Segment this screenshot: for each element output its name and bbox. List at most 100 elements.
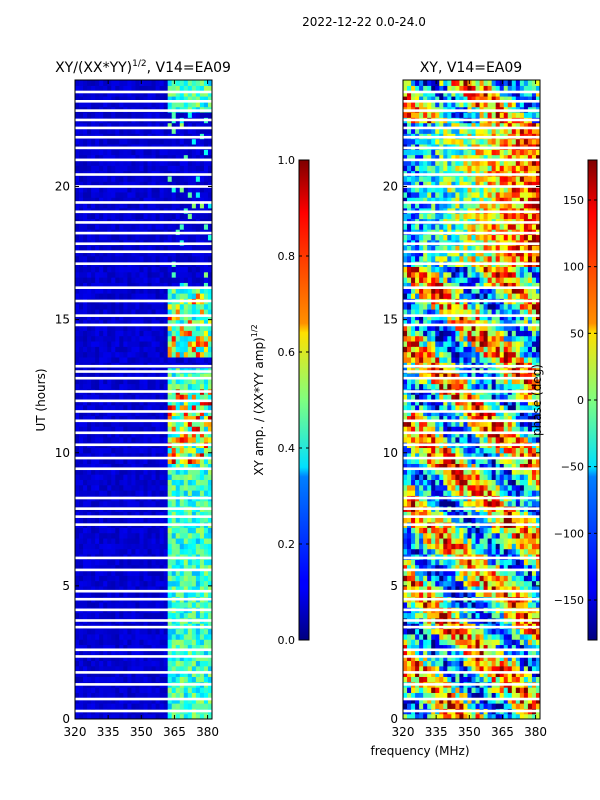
heatmap-cell (167, 463, 173, 470)
heatmap-cell (207, 692, 212, 699)
heatmap-cell (95, 255, 100, 262)
heatmap-cell (187, 314, 193, 321)
heatmap-cell (415, 671, 420, 677)
heatmap-cell (503, 697, 509, 704)
heatmap-cell (423, 660, 428, 667)
heatmap-cell (195, 404, 201, 411)
heatmap-cell (79, 543, 84, 550)
heatmap-cell (199, 165, 205, 172)
heatmap-cell (447, 612, 452, 619)
heatmap-cell (151, 378, 157, 385)
heatmap-cell (139, 282, 145, 289)
heatmap-cell (99, 687, 104, 693)
heatmap-cell (199, 308, 205, 315)
heatmap-cell (143, 671, 149, 677)
heatmap-cell (155, 697, 161, 704)
heatmap-cell (183, 293, 189, 299)
heatmap-cell (183, 282, 189, 289)
heatmap-cell (95, 372, 100, 379)
heatmap-cell (203, 154, 209, 161)
heatmap-cell (75, 111, 80, 118)
heatmap-cell (187, 319, 193, 326)
heatmap-cell (111, 676, 116, 683)
heatmap-cell (175, 410, 181, 417)
heatmap-cell (171, 585, 177, 592)
heatmap-cell (111, 351, 116, 358)
heatmap-cell (139, 410, 145, 417)
heatmap-cell (415, 628, 420, 635)
heatmap-cell (451, 612, 456, 619)
heatmap-cell (107, 585, 112, 592)
heatmap-cell (167, 271, 173, 278)
flagged-gap-line (75, 399, 212, 403)
heatmap-cell (187, 516, 193, 523)
heatmap-cell (91, 649, 96, 656)
heatmap-cell (91, 410, 96, 417)
heatmap-cell (127, 415, 133, 422)
heatmap-cell (183, 697, 189, 704)
heatmap-cell (99, 165, 104, 172)
heatmap-cell (151, 266, 157, 273)
heatmap-cell (411, 601, 416, 608)
heatmap-cell (135, 484, 141, 491)
heatmap-cell (95, 665, 100, 672)
heatmap-cell (115, 303, 120, 310)
heatmap-cell (471, 665, 477, 672)
heatmap-cell (191, 303, 197, 310)
heatmap-cell (167, 474, 173, 480)
heatmap-cell (471, 644, 477, 651)
heatmap-cell (103, 202, 108, 209)
heatmap-cell (199, 330, 205, 337)
heatmap-cell (103, 346, 108, 353)
heatmap-cell (115, 511, 120, 518)
heatmap-cell (435, 687, 440, 693)
heatmap-cell (175, 436, 181, 443)
heatmap-cell (403, 633, 408, 640)
heatmap-cell (95, 692, 100, 699)
heatmap-cell (183, 95, 189, 102)
heatmap-cell (519, 655, 525, 662)
flagged-gap-line (75, 118, 212, 122)
heatmap-cell (187, 474, 193, 480)
heatmap-cell (431, 649, 436, 656)
heatmap-cell (419, 687, 424, 693)
heatmap-cell (107, 447, 112, 454)
heatmap-cell (107, 394, 112, 401)
flagged-gap-line (75, 126, 212, 130)
heatmap-cell (199, 223, 205, 230)
heatmap-cell (127, 250, 133, 257)
heatmap-cell (187, 548, 193, 555)
heatmap-cell (187, 585, 193, 592)
heatmap-cell (495, 644, 501, 651)
heatmap-cell (175, 95, 181, 102)
heatmap-cell (95, 713, 100, 719)
heatmap-cell (131, 633, 137, 640)
heatmap-cell (479, 612, 485, 619)
heatmap-cell (447, 676, 452, 683)
heatmap-cell (155, 649, 161, 656)
heatmap-cell (91, 697, 96, 704)
heatmap-cell (123, 452, 128, 459)
heatmap-cell (123, 340, 128, 347)
heatmap-cell (119, 319, 124, 326)
heatmap-cell (499, 703, 505, 709)
heatmap-cell (155, 537, 161, 544)
heatmap-cell (99, 703, 104, 709)
heatmap-cell (207, 559, 212, 566)
heatmap-cell (119, 303, 124, 310)
heatmap-cell (151, 202, 157, 209)
heatmap-cell (171, 436, 177, 443)
heatmap-cell (183, 431, 189, 438)
heatmap-cell (151, 181, 157, 188)
heatmap-cell (151, 516, 157, 523)
heatmap-cell (111, 671, 116, 677)
heatmap-cell (167, 95, 173, 102)
heatmap-cell (103, 655, 108, 662)
heatmap-cell (95, 282, 100, 289)
heatmap-cell (203, 399, 209, 406)
heatmap-cell (123, 159, 128, 166)
heatmap-cell (167, 340, 173, 347)
heatmap-cell (163, 383, 169, 390)
heatmap-cell (155, 580, 161, 587)
heatmap-cell (143, 639, 149, 646)
